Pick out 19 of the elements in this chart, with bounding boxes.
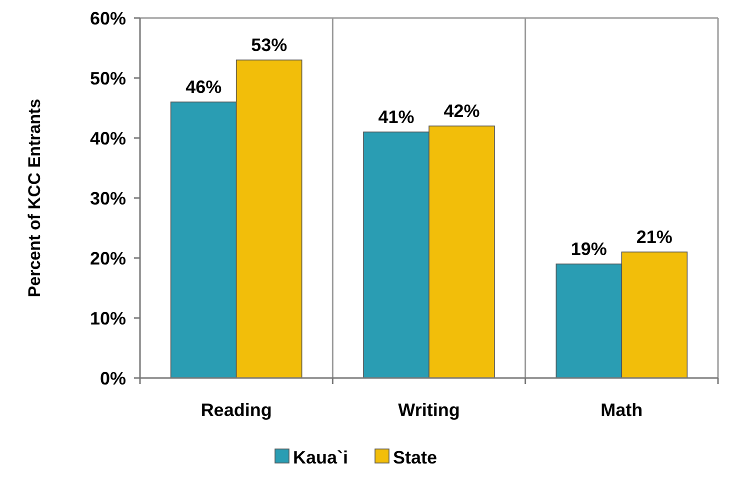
data-label: 41%: [378, 107, 414, 127]
data-label: 46%: [186, 77, 222, 97]
x-tick-label: Writing: [398, 400, 460, 420]
y-tick-label: 40%: [90, 128, 126, 148]
y-tick-label: 50%: [90, 68, 126, 88]
data-label: 42%: [444, 101, 480, 121]
y-tick-label: 30%: [90, 188, 126, 208]
y-axis-title: Percent of KCC Entrants: [25, 98, 44, 298]
x-tick-label: Math: [600, 400, 643, 420]
y-tick-label: 0%: [100, 368, 126, 388]
legend-label: State: [393, 447, 438, 468]
y-tick-label: 10%: [90, 308, 126, 328]
y-tick-label: 20%: [90, 248, 126, 268]
data-label: 53%: [251, 35, 288, 55]
data-label: 21%: [636, 227, 672, 247]
y-tick-label: 60%: [90, 8, 126, 28]
x-tick-label: Reading: [200, 400, 272, 420]
legend-label: Kaua`i: [293, 447, 348, 468]
data-label: 19%: [570, 239, 607, 259]
